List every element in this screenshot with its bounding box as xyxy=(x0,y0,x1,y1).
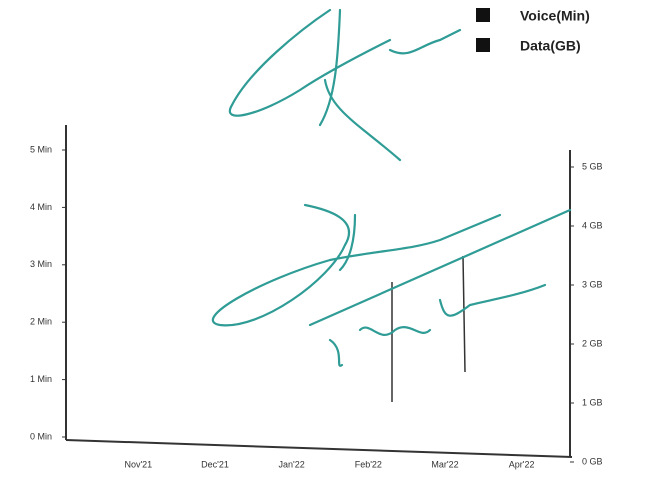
legend-label: Data(GB) xyxy=(520,38,581,54)
x-tick-label: Apr'22 xyxy=(509,459,535,469)
y-tick-label: 5 Min xyxy=(30,144,52,154)
x-tick-label: Feb'22 xyxy=(355,459,382,469)
y2-tick-label: 5 GB xyxy=(582,161,603,171)
y-tick-label: 0 Min xyxy=(30,431,52,441)
y2-tick-label: 0 GB xyxy=(582,456,603,466)
y-tick-label: 3 Min xyxy=(30,259,52,269)
x-tick-label: Nov'21 xyxy=(124,459,152,469)
y2-tick-label: 1 GB xyxy=(582,397,603,407)
x-tick-label: Jan'22 xyxy=(279,459,305,469)
y-tick-label: 4 Min xyxy=(30,202,52,212)
y2-tick-label: 2 GB xyxy=(582,338,603,348)
x-tick-label: Dec'21 xyxy=(201,459,229,469)
legend-swatch xyxy=(476,38,490,52)
y-tick-label: 1 Min xyxy=(30,374,52,384)
x-tick-label: Mar'22 xyxy=(431,459,458,469)
legend-swatch xyxy=(476,8,490,22)
y2-tick-label: 3 GB xyxy=(582,279,603,289)
x-axis xyxy=(66,440,572,457)
legend-label: Voice(Min) xyxy=(520,8,590,24)
signature xyxy=(230,10,460,160)
y2-tick-label: 4 GB xyxy=(582,220,603,230)
pen-stroke xyxy=(463,256,465,372)
y-tick-label: 2 Min xyxy=(30,317,52,327)
chart: Voice(Min) Data(GB) 0 Min 1 Min 2 Min 3 Min… xyxy=(0,0,646,497)
